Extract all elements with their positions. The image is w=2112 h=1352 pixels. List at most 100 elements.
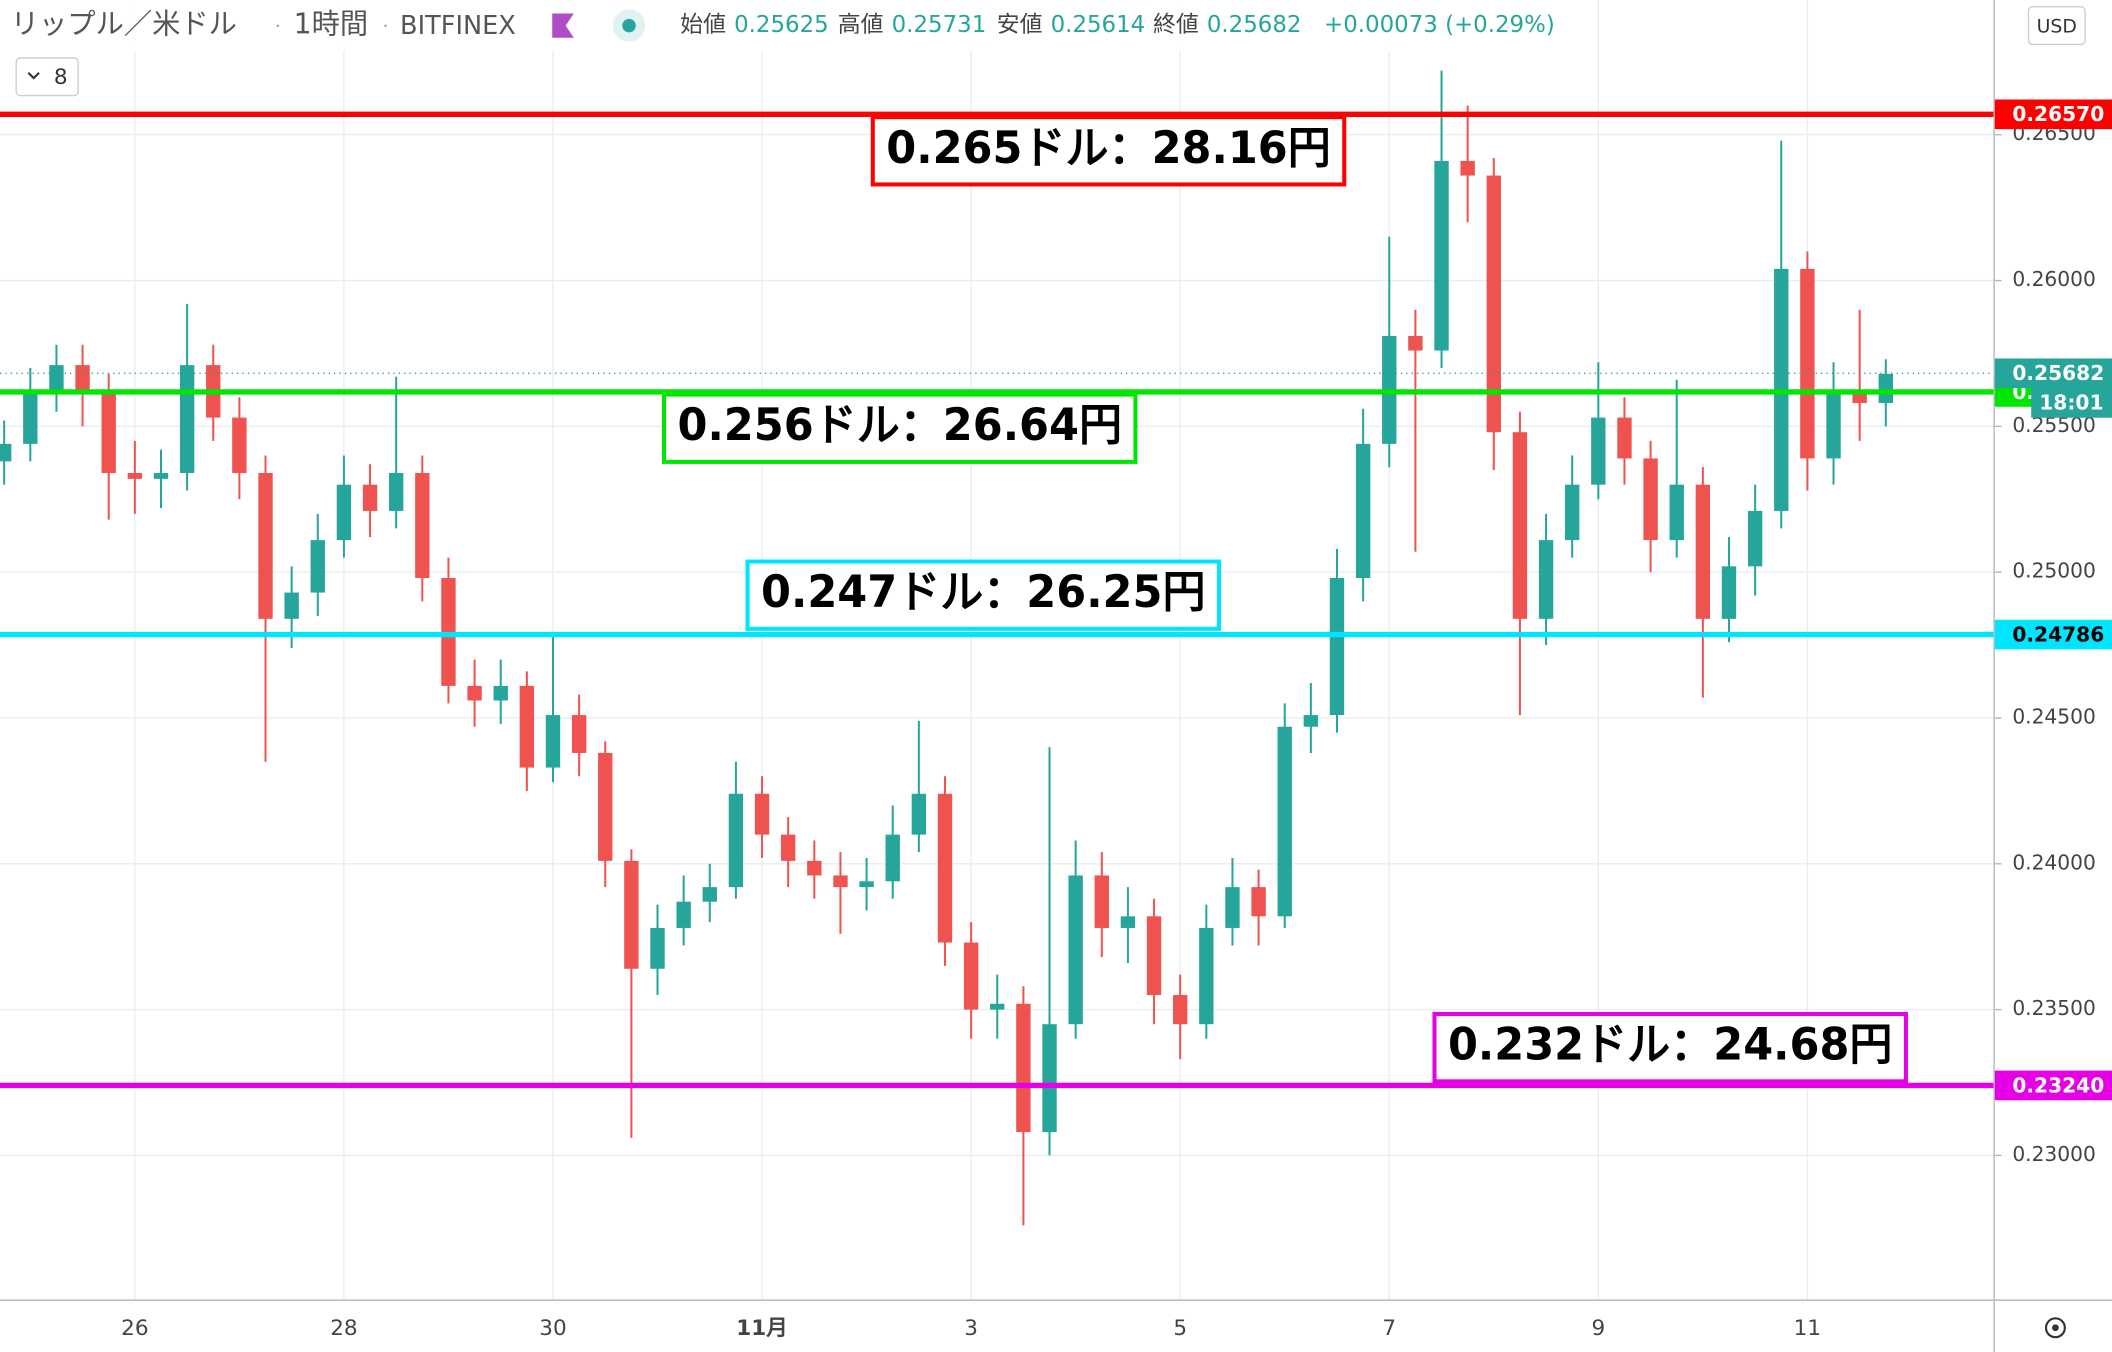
x-tick-label: 26 xyxy=(121,1316,148,1341)
candle-body xyxy=(153,473,169,479)
change: +0.00073 (+0.29%) xyxy=(1324,12,1555,38)
currency-button[interactable] xyxy=(2027,6,2086,46)
y-tick-label: 0.24500 xyxy=(2012,704,2095,728)
candle-body xyxy=(493,685,508,701)
candle-body xyxy=(284,592,299,619)
x-tick-label: 11月 xyxy=(736,1316,788,1341)
candle-body xyxy=(1146,916,1162,996)
candle-body xyxy=(807,860,822,876)
candle-body xyxy=(624,860,639,969)
plot xyxy=(0,70,1893,1226)
candle-body xyxy=(1747,510,1763,567)
y-tick-label: 0.24000 xyxy=(2012,850,2095,874)
level-price-label: 0.26570 xyxy=(2012,102,2104,126)
candle-body xyxy=(0,443,12,462)
candle-body xyxy=(1355,443,1371,579)
candle-body xyxy=(781,834,796,861)
candle-body xyxy=(1669,484,1684,541)
ohlc-value: 0.25625 xyxy=(734,12,829,38)
countdown-tag xyxy=(2031,388,2112,418)
candle-body xyxy=(1120,916,1136,928)
candle-body xyxy=(1695,484,1711,619)
candle-body xyxy=(1591,417,1606,485)
candle-body xyxy=(1251,887,1266,917)
candle-body xyxy=(1617,417,1632,459)
candle-body xyxy=(885,834,900,882)
price-axis-bg xyxy=(1994,0,2112,1352)
x-tick-label: 9 xyxy=(1591,1316,1605,1341)
candle-body xyxy=(571,715,587,753)
level-price-label: 0.24786 xyxy=(2012,622,2104,646)
y-tick-label: 0.26000 xyxy=(2012,267,2095,291)
ohlc-label: 終値 xyxy=(1153,12,1199,38)
candle-body xyxy=(467,685,482,701)
candle-body xyxy=(1016,1003,1031,1133)
candle-body xyxy=(990,1003,1005,1010)
y-tick-label: 0.25000 xyxy=(2012,559,2095,583)
candle-body xyxy=(1512,432,1528,619)
ohlc-label: 始値 xyxy=(680,12,726,38)
overlay: 0.265ドル：28.16円 0.256ドル：26.64円 0.247ドル：26.2… xyxy=(0,111,1994,1089)
settings-icon[interactable] xyxy=(2044,1317,2066,1339)
candle-body xyxy=(1878,373,1893,404)
candle-body xyxy=(1042,1024,1057,1133)
candle-body xyxy=(1800,268,1815,459)
annotation-box xyxy=(870,115,1347,187)
candle-body xyxy=(75,365,90,392)
candle-body xyxy=(1329,578,1345,716)
chevron xyxy=(27,71,40,80)
time-axis-bg xyxy=(0,1300,2112,1352)
candle-body xyxy=(1277,726,1292,917)
candle-body xyxy=(833,875,848,888)
y-tick-label: 0.23000 xyxy=(2012,1142,2095,1166)
currency[interactable]: USD xyxy=(2037,16,2077,37)
candle-body xyxy=(676,901,691,928)
candle-body xyxy=(545,715,561,768)
axis-labels: 26 28 30 11月 3 5 7 9 11 0.23000 0.23500 0.24000 0.24… xyxy=(121,99,2112,1341)
x-tick-label: 7 xyxy=(1382,1316,1396,1341)
separator: · xyxy=(383,16,389,37)
candle-body xyxy=(1852,391,1867,404)
candle-body xyxy=(598,752,613,861)
flag-icon[interactable] xyxy=(552,13,574,38)
candle-body xyxy=(1303,715,1319,727)
ohlc-value: 0.25682 xyxy=(1207,12,1302,38)
candle-body xyxy=(49,365,64,392)
candle-body xyxy=(336,484,352,541)
candle-body xyxy=(1408,335,1423,351)
ohlc-value: 0.25614 xyxy=(1051,12,1146,38)
candle-body xyxy=(415,473,430,579)
candle-body xyxy=(1721,566,1737,619)
candle-body xyxy=(101,391,116,474)
indicator-toggle[interactable] xyxy=(15,57,79,97)
candle-body xyxy=(754,793,770,835)
indicator-count: 8 xyxy=(54,65,68,90)
candle-body xyxy=(1173,995,1188,1025)
candle-body xyxy=(702,887,717,902)
level-price-label: 0.23240 xyxy=(2012,1073,2104,1097)
gear[interactable] xyxy=(2044,1317,2066,1339)
level-price-tag xyxy=(1994,619,2112,650)
candle-body xyxy=(232,417,247,474)
annotation-box xyxy=(1432,1011,1908,1084)
last-price-tag xyxy=(1994,358,2112,389)
header: リップル／米ドル · 1時間 · BITFINEX 始値 0.25625 高値 0.2… xyxy=(0,0,2086,97)
ohlc-value: 0.25731 xyxy=(892,12,987,38)
ohlc-values: 始値 0.25625 高値 0.25731 安値 0.25614 終値 0.25682 xyxy=(680,12,1301,38)
candle-body xyxy=(1643,458,1658,541)
symbol[interactable]: リップル／米ドル xyxy=(11,8,237,41)
candle-body xyxy=(1486,175,1501,433)
interval[interactable]: 1時間 xyxy=(294,8,369,41)
annotation-box xyxy=(662,392,1138,464)
candle-body xyxy=(1460,160,1475,176)
candle-body xyxy=(963,942,979,1010)
candle-body xyxy=(650,927,665,969)
exchange: BITFINEX xyxy=(400,11,516,41)
candle-body xyxy=(179,365,195,474)
annotation: 0.247ドル：26.25円 xyxy=(761,567,1205,618)
annotation: 0.232ドル：24.68円 xyxy=(1448,1020,1892,1071)
x-tick-label: 28 xyxy=(330,1316,357,1341)
